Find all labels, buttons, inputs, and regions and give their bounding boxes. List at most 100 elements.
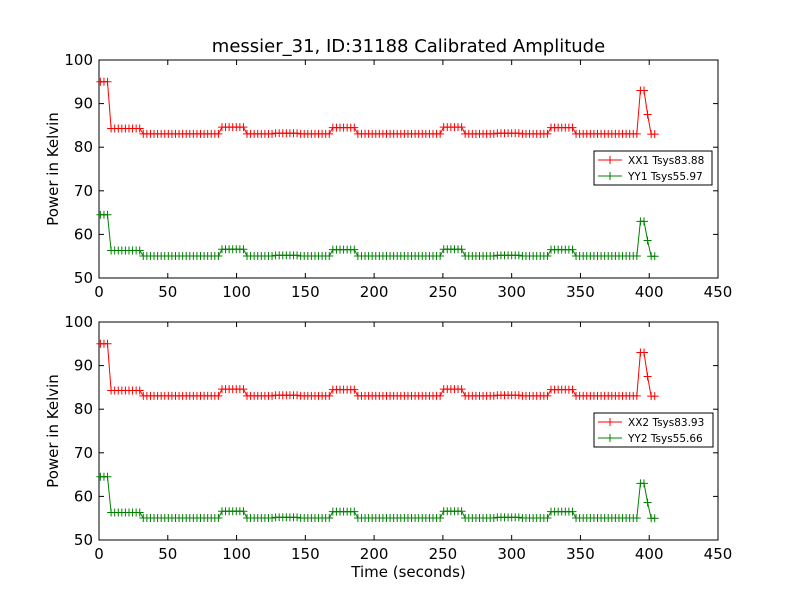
legend: XX1 Tsys83.88 YY1 Tsys55.97: [593, 150, 713, 186]
data-point: [489, 251, 498, 260]
chart-panel-1: 0 50 100 150 200 250 300 350 400 4505060708090100…: [44, 36, 732, 301]
legend: XX2 Tsys83.93 YY2 Tsys55.66: [593, 412, 714, 448]
data-point: [457, 507, 466, 516]
y-tick-label: 60: [74, 225, 93, 243]
data-point: [457, 385, 466, 394]
data-point: [103, 77, 112, 86]
chart-title: messier_31, ID:31188 Calibrated Amplitud…: [212, 36, 605, 57]
data-point: [639, 479, 648, 488]
data-point: [103, 472, 112, 481]
y-tick-label: 80: [74, 138, 93, 156]
data-point: [239, 123, 248, 132]
legend-label: XX2 Tsys83.93: [628, 417, 704, 429]
x-tick-label: 300: [497, 283, 526, 301]
y-tick-label: 100: [64, 51, 93, 69]
y-tick-label: 50: [74, 531, 93, 549]
legend-box: [593, 150, 713, 186]
data-point: [436, 251, 445, 260]
y-axis-label: Power in Kelvin: [44, 374, 62, 488]
data-point: [350, 245, 359, 254]
y-tick-label: 70: [74, 182, 93, 200]
x-tick-label: 100: [222, 283, 251, 301]
series-line: [100, 343, 655, 397]
data-point: [457, 245, 466, 254]
series-2: [96, 210, 659, 261]
legend-label: XX1 Tsys83.88: [628, 155, 704, 167]
x-tick-label: 0: [94, 545, 104, 563]
data-point: [514, 391, 523, 400]
series-2: [96, 472, 659, 523]
data-point: [350, 123, 359, 132]
legend-swatch-marker: [606, 172, 614, 180]
plot-frame: [98, 321, 719, 541]
data-point: [643, 236, 652, 245]
data-point: [214, 129, 223, 138]
chart-panel-2: 0 50 100 150 200 250 300 350 400 4505060708090100…: [44, 313, 732, 581]
x-tick-label: 50: [158, 283, 177, 301]
data-point: [632, 251, 641, 260]
y-tick-label: 70: [74, 444, 93, 462]
legend-label: YY2 Tsys55.66: [627, 433, 703, 445]
series-1: [96, 77, 659, 139]
data-point: [135, 508, 144, 517]
x-tick-label: 200: [360, 545, 389, 563]
x-tick-label: 450: [704, 545, 733, 563]
y-tick-label: 50: [74, 269, 93, 287]
legend-swatch-marker: [606, 156, 614, 164]
series-1: [96, 339, 659, 401]
data-point: [643, 372, 652, 381]
data-point: [135, 246, 144, 255]
x-tick-label: 250: [429, 283, 458, 301]
data-point: [543, 391, 552, 400]
data-point: [650, 392, 659, 401]
y-tick-label: 90: [74, 357, 93, 375]
data-point: [325, 129, 334, 138]
data-point: [543, 251, 552, 260]
data-point: [293, 129, 302, 138]
legend-box: [593, 412, 714, 448]
data-point: [436, 129, 445, 138]
data-point: [325, 251, 334, 260]
data-point: [293, 251, 302, 260]
x-tick-label: 350: [566, 545, 595, 563]
x-tick-label: 0: [94, 283, 104, 301]
data-point: [489, 391, 498, 400]
x-tick-label: 400: [635, 545, 664, 563]
data-point: [489, 513, 498, 522]
data-point: [103, 339, 112, 348]
data-point: [568, 123, 577, 132]
data-point: [239, 245, 248, 254]
data-point: [268, 251, 277, 260]
data-point: [643, 110, 652, 119]
data-point: [489, 129, 498, 138]
data-point: [632, 513, 641, 522]
data-point: [639, 86, 648, 95]
x-tick-label: 300: [497, 545, 526, 563]
data-point: [514, 251, 523, 260]
data-point: [103, 210, 112, 219]
series-line: [100, 81, 655, 135]
data-point: [568, 245, 577, 254]
data-point: [650, 252, 659, 261]
data-point: [325, 391, 334, 400]
x-axis-label: Time (seconds): [350, 563, 466, 581]
legend-label: YY1 Tsys55.97: [627, 171, 703, 183]
data-point: [268, 129, 277, 138]
plot-frame: [98, 59, 719, 279]
data-point: [268, 513, 277, 522]
y-tick-label: 100: [64, 313, 93, 331]
x-tick-label: 150: [291, 545, 320, 563]
data-point: [214, 391, 223, 400]
data-point: [568, 507, 577, 516]
data-point: [514, 129, 523, 138]
y-tick-label: 60: [74, 487, 93, 505]
data-point: [268, 391, 277, 400]
data-point: [239, 507, 248, 516]
y-tick-label: 80: [74, 400, 93, 418]
data-point: [325, 513, 334, 522]
x-tick-label: 100: [222, 545, 251, 563]
legend-swatch-marker: [606, 434, 614, 442]
data-point: [135, 124, 144, 133]
x-tick-label: 150: [291, 283, 320, 301]
data-point: [632, 391, 641, 400]
